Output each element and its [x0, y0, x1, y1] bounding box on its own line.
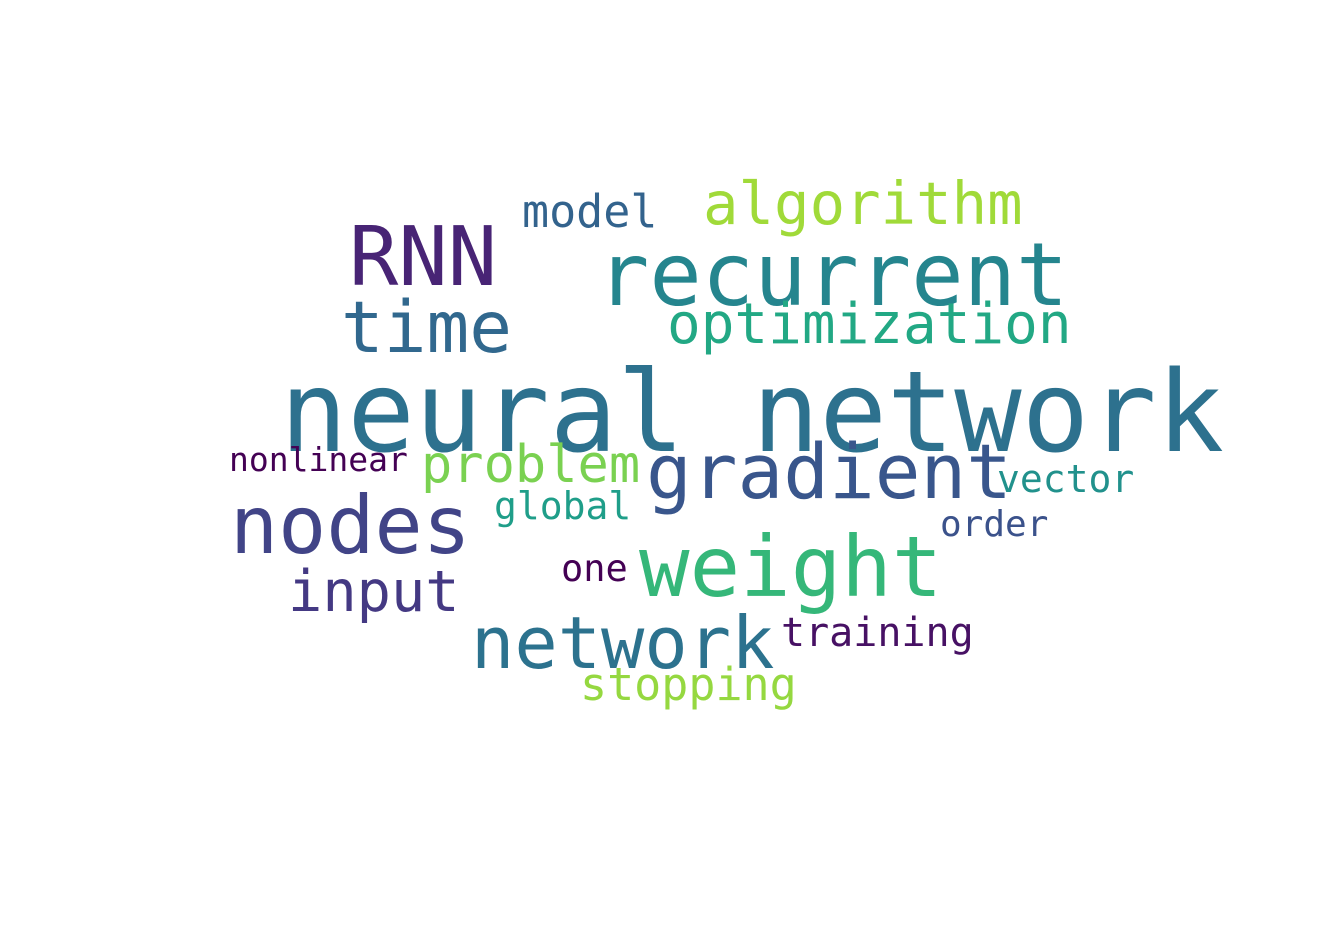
word-algorithm: algorithm [703, 169, 1023, 238]
word-one: one [561, 547, 628, 590]
word-weight: weight [639, 518, 943, 616]
word-gradient: gradient [646, 427, 1013, 516]
word-input: input [288, 559, 460, 625]
word-neural-network: neural network [280, 348, 1225, 478]
word-time: time [341, 286, 512, 369]
word-model: model [522, 185, 658, 238]
word-optimization: optimization [667, 292, 1072, 357]
word-network: network [471, 601, 775, 685]
word-vector: vector [997, 457, 1135, 501]
word-global: global [494, 484, 632, 528]
word-training: training [781, 610, 974, 656]
word-recurrent: recurrent [597, 224, 1069, 326]
word-stopping: stopping [580, 658, 797, 711]
word-nonlinear: nonlinear [229, 440, 408, 479]
word-nodes: nodes [230, 479, 471, 572]
word-problem: problem [421, 435, 641, 495]
word-rnn: RNN [349, 210, 498, 305]
word-order: order [940, 504, 1049, 545]
